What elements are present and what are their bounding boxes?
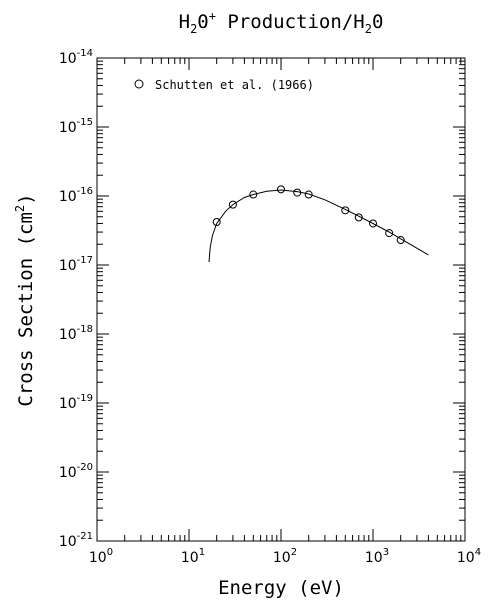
x-tick-label: 103 (365, 547, 389, 566)
data-point (385, 229, 394, 238)
data-point (396, 236, 405, 245)
data-point (277, 185, 285, 194)
y-tick-label: 10-21 (59, 531, 93, 550)
axis-ticks (96, 58, 465, 542)
y-tick-label: 10-20 (59, 462, 93, 481)
legend-marker (134, 79, 144, 89)
plot-frame (96, 57, 466, 542)
chart-title: H20+ Production/H20 (179, 9, 384, 36)
data-point (304, 190, 313, 199)
y-tick-label: 10-14 (59, 48, 93, 67)
data-point (212, 217, 221, 226)
x-tick-label: 104 (457, 547, 481, 566)
y-tick-label: 10-16 (59, 186, 93, 205)
data-point (341, 206, 350, 215)
y-tick-label: 10-19 (59, 393, 93, 412)
y-tick-label: 10-18 (59, 324, 93, 343)
tick-labels: 100 101 102 103 104 10-14 10-15 10-16 10-17 10-18… (59, 48, 481, 566)
y-tick-label: 10-17 (59, 255, 93, 274)
data-point (354, 213, 363, 222)
legend-label: Schutten et al. (1966) (155, 78, 314, 92)
data-points (212, 185, 405, 245)
data-point (249, 190, 258, 199)
data-point (293, 188, 302, 197)
x-tick-label: 102 (273, 547, 297, 566)
data-point (228, 200, 237, 209)
data-point (369, 219, 377, 228)
fit-curve (208, 189, 429, 263)
y-tick-label: 10-15 (59, 117, 93, 136)
x-tick-label: 100 (89, 547, 113, 566)
y-axis-label: Cross Section (cm2) (13, 193, 37, 406)
x-axis-label: Energy (eV) (218, 577, 344, 599)
x-tick-label: 101 (181, 547, 205, 566)
legend: Schutten et al. (1966) (134, 78, 314, 92)
